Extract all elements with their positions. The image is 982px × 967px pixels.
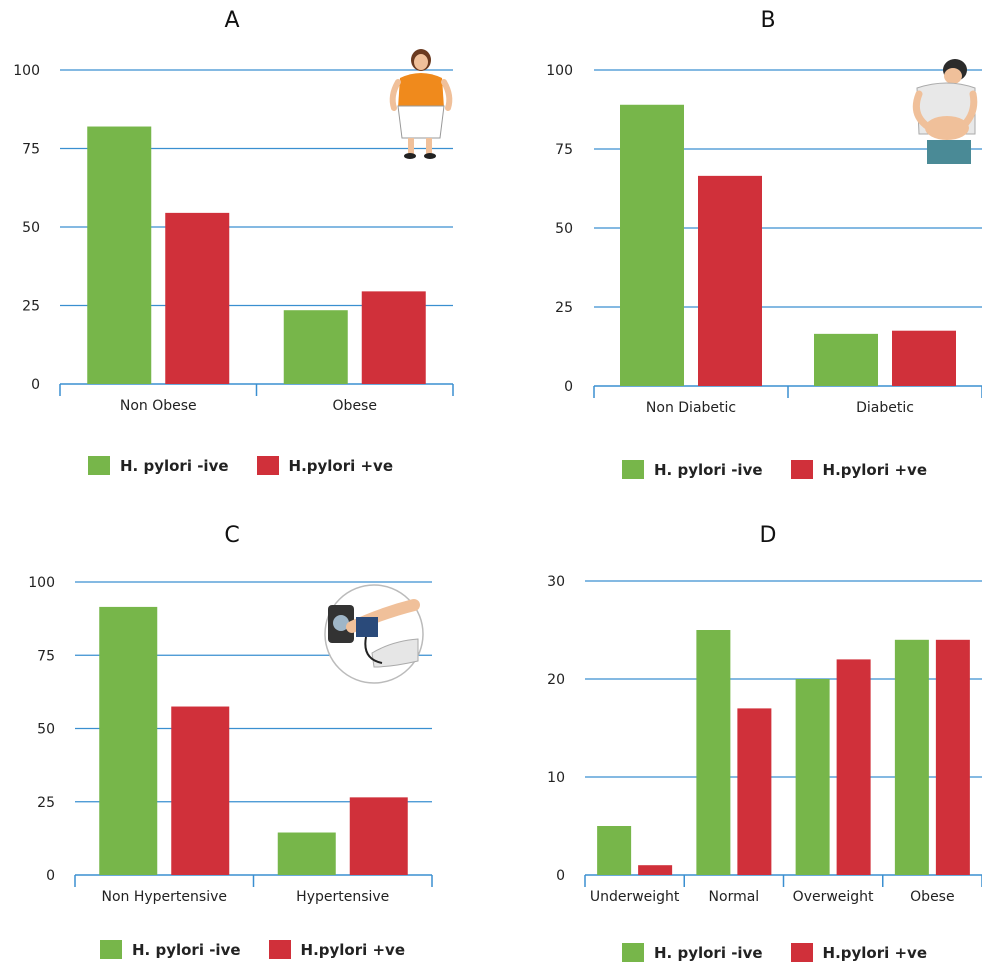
legend-item-negative: H. pylori -ive: [88, 456, 229, 475]
y-tick-label: 0: [556, 868, 565, 884]
chart-title: B: [760, 8, 776, 33]
x-category-label: Underweight: [590, 889, 680, 905]
legend-item-positive: H.pylori +ve: [790, 460, 928, 479]
bar-positive: [698, 175, 762, 386]
legend-label: H.pylori +ve: [288, 456, 394, 475]
bar-positive: [171, 706, 230, 875]
chart-panel-a: A 0 25 50 75 100 Non Obese Obese H. pylori -iv…: [0, 0, 491, 483]
bar-negative: [894, 639, 929, 875]
bar-positive: [165, 212, 230, 384]
bar-negative: [597, 826, 632, 875]
bar-negative: [620, 104, 684, 386]
bar-chart: 0 25 50 75 100 Non Obese Obese: [13, 63, 454, 414]
y-tick-label: 25: [22, 299, 40, 315]
y-tick-label: 30: [547, 574, 565, 590]
y-tick-label: 0: [31, 377, 40, 393]
bar-negative: [277, 832, 336, 875]
insulin-injection-icon: [907, 54, 979, 166]
y-tick-label: 10: [547, 770, 565, 786]
legend: H. pylori -ive H.pylori +ve: [100, 940, 433, 959]
legend-swatch-red: [790, 460, 813, 479]
y-tick-label: 50: [555, 221, 573, 237]
bar-chart: 0 25 50 75 100 Non Hypertensive Hypertensive: [28, 575, 433, 905]
x-category-label: Obese: [910, 889, 954, 905]
x-category-label: Non Obese: [120, 398, 197, 414]
legend-swatch-green: [622, 943, 644, 962]
bar-negative: [87, 126, 152, 385]
x-category-label: Normal: [709, 889, 760, 905]
y-tick-label: 100: [13, 63, 40, 79]
bar-negative: [99, 606, 158, 875]
chart-panel-b: B 0 25 50 75 100 Non Diabetic Diabetic H. pylo…: [491, 0, 982, 483]
y-tick-label: 50: [37, 722, 55, 738]
legend-label: H.pylori +ve: [822, 460, 928, 479]
legend-item-negative: H. pylori -ive: [622, 943, 763, 962]
bar-positive: [836, 659, 871, 875]
chart-title: D: [759, 523, 777, 548]
x-category-label: Hypertensive: [296, 889, 389, 905]
legend-swatch-red: [256, 456, 279, 475]
bar-positive: [349, 797, 408, 875]
y-tick-label: 75: [22, 142, 40, 158]
bar-negative: [814, 333, 878, 386]
x-category-label: Diabetic: [856, 400, 914, 416]
y-tick-label: 20: [547, 672, 565, 688]
bar-positive: [737, 708, 772, 875]
bar-chart: 0 25 50 75 100 Non Diabetic Diabetic: [546, 63, 982, 416]
legend-swatch-green: [622, 460, 644, 479]
chart-title: A: [224, 8, 240, 33]
y-tick-label: 0: [46, 868, 55, 884]
x-category-label: Non Diabetic: [646, 400, 736, 416]
blood-pressure-icon: [322, 583, 426, 685]
x-category-label: Obese: [333, 398, 377, 414]
chart-panel-c: C 0 25 50 75 100 Non Hypertensive Hypertensive…: [0, 483, 491, 967]
bar-negative: [283, 310, 348, 384]
bar-positive: [892, 330, 956, 386]
bar-positive: [935, 639, 970, 875]
legend-label: H.pylori +ve: [822, 943, 928, 962]
y-tick-label: 100: [546, 63, 573, 79]
x-category-label: Non Hypertensive: [102, 889, 228, 905]
chart-panel-d: D 0 10 20 30 Underweight Normal Overweight Obes…: [491, 483, 982, 967]
y-tick-label: 50: [22, 220, 40, 236]
bar-chart: 0 10 20 30 Underweight Normal Overweight Obese: [547, 574, 982, 905]
legend-item-positive: H.pylori +ve: [790, 943, 928, 962]
legend-label: H. pylori -ive: [654, 460, 763, 479]
x-category-label: Overweight: [793, 889, 874, 905]
bar-negative: [696, 630, 731, 875]
y-tick-label: 75: [555, 142, 573, 158]
legend-item-negative: H. pylori -ive: [622, 460, 763, 479]
y-tick-label: 100: [28, 575, 55, 591]
legend: H. pylori -ive H.pylori +ve: [88, 456, 421, 475]
legend: H. pylori -ive H.pylori +ve: [622, 943, 955, 962]
y-tick-label: 25: [37, 795, 55, 811]
y-tick-label: 25: [555, 300, 573, 316]
legend-label: H. pylori -ive: [120, 456, 229, 475]
legend-label: H. pylori -ive: [132, 940, 241, 959]
legend-item-negative: H. pylori -ive: [100, 940, 241, 959]
legend-swatch-green: [88, 456, 110, 475]
legend: H. pylori -ive H.pylori +ve: [622, 460, 955, 479]
bar-positive: [638, 865, 673, 875]
legend-swatch-green: [100, 940, 122, 959]
legend-item-positive: H.pylori +ve: [268, 940, 406, 959]
chart-title: C: [224, 523, 240, 548]
legend-label: H. pylori -ive: [654, 943, 763, 962]
legend-label: H.pylori +ve: [300, 940, 406, 959]
legend-swatch-red: [268, 940, 291, 959]
obese-woman-icon: [386, 46, 456, 168]
legend-swatch-red: [790, 943, 813, 962]
bar-negative: [795, 679, 830, 875]
y-tick-label: 75: [37, 648, 55, 664]
y-tick-label: 0: [564, 379, 573, 395]
legend-item-positive: H.pylori +ve: [256, 456, 394, 475]
bar-positive: [361, 291, 426, 384]
